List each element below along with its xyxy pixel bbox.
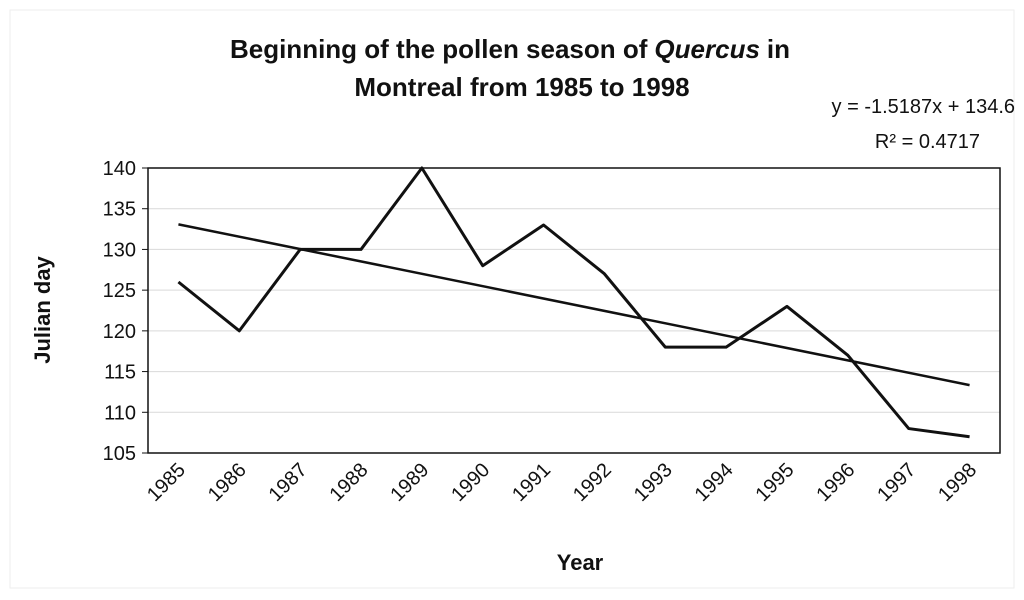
trend-equation: y = -1.5187x + 134.6 — [832, 96, 1015, 118]
y-tick-label: 105 — [103, 443, 136, 465]
title-part: Quercus — [654, 34, 760, 64]
trend-r2: R² = 0.4717 — [875, 131, 980, 153]
y-tick-label: 130 — [103, 239, 136, 261]
plot-area — [147, 167, 1001, 454]
chart-title: Montreal from 1985 to 1998 — [354, 72, 689, 102]
y-tick-label: 140 — [103, 158, 136, 180]
chart-frame — [9, 9, 1015, 589]
title-part: in — [767, 34, 790, 64]
y-tick-label: 110 — [104, 402, 136, 424]
y-tick-label: 135 — [103, 199, 136, 221]
y-tick-label: 125 — [103, 280, 136, 302]
chart-title: Beginning of the pollen season of Quercus… — [230, 34, 790, 64]
x-axis-label: Year — [557, 550, 604, 575]
title-part: Beginning of the pollen season of — [230, 34, 648, 64]
trend-line — [178, 223, 970, 387]
y-tick-label: 115 — [104, 362, 136, 384]
y-tick-label: 120 — [103, 321, 136, 343]
y-axis-label: Julian day — [30, 255, 55, 363]
data-line — [177, 166, 970, 439]
